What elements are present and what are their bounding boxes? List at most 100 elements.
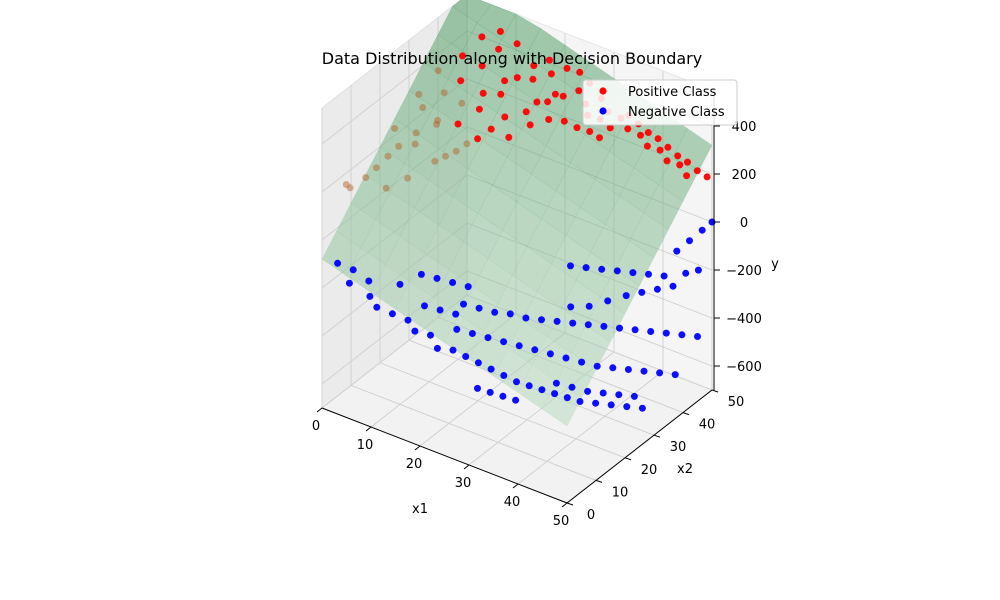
data-point-negative (460, 300, 467, 308)
data-point-negative (609, 364, 617, 372)
data-point-negative (616, 324, 623, 332)
data-point-negative (568, 383, 576, 391)
data-point-positive (530, 62, 538, 70)
data-point-negative (694, 266, 702, 274)
x2-tick-label: 10 (612, 485, 629, 500)
data-point-negative (615, 391, 623, 399)
data-point-negative (500, 338, 508, 346)
data-point-positive (637, 131, 644, 139)
data-point-positive (529, 75, 537, 83)
legend-label-positive: Positive Class (628, 85, 717, 100)
data-point-negative (396, 280, 404, 288)
data-point-positive (391, 125, 399, 132)
data-point-positive (683, 172, 691, 180)
data-point-negative (640, 367, 648, 375)
data-point-negative (388, 310, 396, 318)
data-point-positive (703, 173, 711, 181)
data-point-positive (384, 152, 392, 160)
data-point-negative (475, 304, 483, 312)
data-point-negative (462, 353, 470, 360)
data-point-positive (501, 113, 509, 121)
data-point-negative (468, 330, 476, 337)
data-point-negative (569, 319, 577, 327)
data-point-positive (474, 135, 482, 143)
legend: Positive Class Negative Class (582, 79, 738, 126)
x1-tick (365, 426, 372, 432)
x2-tick-label: 30 (670, 440, 687, 455)
data-point-negative (576, 398, 584, 405)
data-point-positive (346, 184, 354, 192)
data-point-negative (538, 386, 546, 394)
data-point-positive (586, 128, 594, 135)
data-point-positive (457, 77, 465, 85)
data-point-positive (362, 174, 370, 181)
y-tick-label: −600 (726, 360, 762, 375)
data-point-positive (404, 174, 412, 182)
data-point-negative (500, 372, 508, 379)
data-point-negative (436, 306, 444, 314)
legend-frame (582, 79, 738, 126)
x1-tick-label: 10 (357, 438, 374, 453)
data-point-positive (544, 98, 552, 106)
x1-tick-label: 0 (312, 419, 320, 434)
data-point-negative (417, 270, 425, 278)
data-point-positive (684, 158, 691, 166)
y-axis-label: x2 (677, 462, 693, 477)
data-point-negative (629, 269, 637, 277)
legend-marker-negative (599, 107, 607, 115)
data-point-positive (411, 140, 419, 148)
x1-tick (463, 464, 470, 470)
data-point-positive (547, 70, 555, 78)
data-point-negative (660, 272, 668, 280)
grid-line-x2 (350, 85, 597, 481)
data-point-positive (606, 124, 614, 132)
x1-tick-label: 40 (504, 495, 521, 510)
data-point-positive (452, 147, 460, 155)
axes-lines (316, 90, 720, 508)
x2-tick (566, 502, 574, 506)
x2-tick-label: 50 (728, 395, 745, 410)
x2-tick (624, 457, 632, 461)
data-point-negative (638, 288, 646, 296)
data-point-negative (598, 265, 606, 273)
x2-tick (682, 412, 690, 416)
data-point-positive (676, 161, 684, 169)
data-point-positive (545, 116, 553, 123)
data-point-negative (567, 303, 575, 311)
data-point-positive (654, 135, 662, 143)
data-point-negative (449, 279, 457, 286)
data-point-negative (433, 274, 441, 282)
data-point-negative (562, 354, 570, 362)
data-point-negative (584, 387, 592, 395)
data-point-positive (433, 120, 441, 128)
x2-tick-label: 20 (641, 463, 658, 478)
data-point-negative (546, 350, 554, 358)
data-point-negative (647, 328, 655, 335)
data-point-negative (656, 369, 664, 377)
data-point-negative (671, 371, 679, 379)
z-axis-label: y (771, 257, 779, 272)
data-point-negative (551, 390, 559, 398)
x1-tick-label: 20 (406, 457, 423, 472)
data-point-negative (345, 279, 353, 287)
data-point-negative (349, 266, 357, 274)
data-point-negative (645, 270, 652, 278)
data-point-negative (538, 316, 545, 324)
data-point-negative (411, 327, 419, 335)
data-point-positive (505, 133, 513, 141)
data-point-positive (573, 124, 581, 132)
data-point-negative (474, 359, 482, 367)
data-point-negative (698, 226, 706, 234)
x1-tick (414, 445, 421, 451)
data-point-negative (474, 384, 481, 392)
data-point-positive (478, 33, 486, 41)
data-point-positive (454, 120, 462, 128)
data-point-positive (459, 52, 466, 60)
data-point-positive (576, 68, 584, 76)
data-point-positive (624, 125, 632, 133)
data-point-negative (525, 382, 533, 390)
x2-tick (653, 434, 661, 438)
data-point-negative (653, 285, 661, 293)
